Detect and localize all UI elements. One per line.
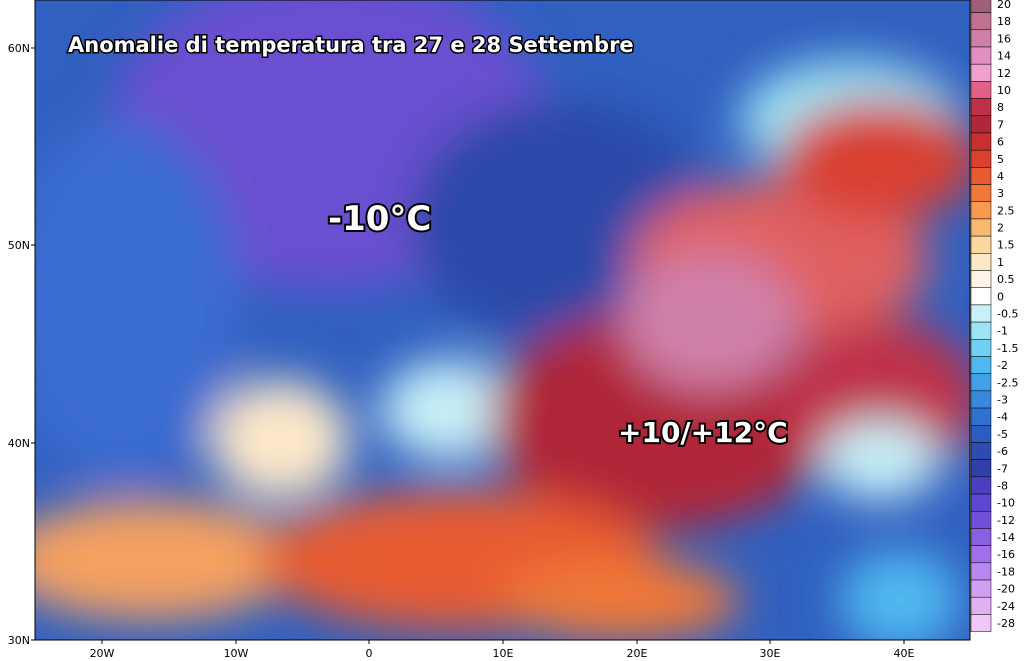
colorbar-label: 3 — [997, 187, 1004, 200]
colorbar-label: -18 — [997, 565, 1015, 578]
colorbar-label: 1 — [997, 256, 1004, 269]
colorbar-swatch — [970, 562, 992, 581]
colorbar-swatch — [970, 12, 992, 31]
lon-label: 0 — [366, 647, 373, 660]
colorbar-swatch — [970, 407, 992, 426]
colorbar-label: -12 — [997, 514, 1015, 527]
annotation: +10/+12°C — [618, 416, 788, 449]
colorbar-swatch — [970, 132, 992, 151]
colorbar-swatch — [970, 270, 992, 288]
lon-label: 20E — [627, 647, 648, 660]
lat-label: 40N — [8, 437, 30, 450]
colorbar-swatch — [970, 596, 992, 615]
colorbar-label: -3 — [997, 393, 1008, 406]
colorbar-label: -14 — [997, 531, 1015, 544]
colorbar-label: -16 — [997, 548, 1015, 561]
colorbar-label: -0.5 — [997, 308, 1018, 321]
colorbar-label: 0 — [997, 290, 1004, 303]
colorbar-swatch — [970, 459, 992, 478]
colorbar-label: -7 — [997, 462, 1008, 475]
colorbar-label: -24 — [997, 600, 1015, 613]
colorbar-swatch — [970, 614, 992, 632]
colorbar-swatch — [970, 98, 992, 117]
colorbar-swatch — [970, 29, 992, 48]
colorbar-label: -2 — [997, 359, 1008, 372]
lon-label: 20W — [90, 647, 115, 660]
colorbar-swatch — [970, 115, 992, 134]
colorbar-label: 8 — [997, 101, 1004, 114]
colorbar-swatch — [970, 253, 992, 271]
lon-label: 10W — [224, 647, 249, 660]
colorbar-label: -20 — [997, 583, 1015, 596]
colorbar-swatch — [970, 287, 992, 306]
colorbar-label: 10 — [997, 84, 1011, 97]
colorbar-swatch — [970, 442, 992, 460]
colorbar-swatch — [970, 390, 992, 409]
colorbar-label: 12 — [997, 67, 1011, 80]
colorbar-label: -10 — [997, 497, 1015, 510]
colorbar-label: 5 — [997, 153, 1004, 166]
colorbar-swatch — [970, 373, 992, 392]
colorbar-label: 20 — [997, 0, 1011, 11]
colorbar-swatch — [970, 46, 992, 65]
colorbar-label: 4 — [997, 170, 1004, 183]
lon-label: 10E — [493, 647, 514, 660]
colorbar-label: -1.5 — [997, 342, 1018, 355]
colorbar-swatch — [970, 304, 992, 323]
colorbar-label: 18 — [997, 15, 1011, 28]
colorbar-label: -2.5 — [997, 376, 1018, 389]
colorbar-swatch — [970, 356, 992, 374]
colorbar-label: -8 — [997, 479, 1008, 492]
annotation: -10°C — [328, 199, 431, 239]
colorbar-label: 6 — [997, 136, 1004, 149]
colorbar-swatch — [970, 476, 992, 495]
colorbar-swatch — [970, 149, 992, 168]
lat-label: 50N — [8, 239, 30, 252]
colorbar-swatch — [970, 425, 992, 443]
colorbar-label: 16 — [997, 32, 1011, 45]
colorbar-label: -5 — [997, 428, 1008, 441]
map-title: Anomalie di temperatura tra 27 e 28 Sett… — [68, 33, 634, 57]
lat-label: 60N — [8, 42, 30, 55]
colorbar-swatch — [970, 579, 992, 598]
lon-label: 40E — [894, 647, 915, 660]
lon-label: 30E — [760, 647, 781, 660]
colorbar-swatch — [970, 545, 992, 564]
colorbar-label: 2.5 — [997, 204, 1015, 217]
colorbar-swatch — [970, 339, 992, 357]
colorbar-label: -1 — [997, 325, 1008, 338]
colorbar-swatch — [970, 510, 992, 529]
colorbar-label: 7 — [997, 118, 1004, 131]
colorbar-swatch — [970, 184, 992, 202]
colorbar-label: -28 — [997, 617, 1015, 630]
colorbar-swatch — [970, 0, 992, 13]
colorbar-label: 14 — [997, 50, 1011, 63]
colorbar-swatch — [970, 81, 992, 99]
colorbar-label: -6 — [997, 445, 1008, 458]
map-area — [35, 0, 970, 640]
colorbar-swatch — [970, 63, 992, 82]
colorbar-swatch — [970, 235, 992, 254]
colorbar-swatch — [970, 218, 992, 237]
colorbar-label: 0.5 — [997, 273, 1015, 286]
colorbar-swatch — [970, 321, 992, 340]
colorbar-swatch — [970, 493, 992, 512]
colorbar-swatch — [970, 528, 992, 546]
colorbar-label: 2 — [997, 222, 1004, 235]
colorbar-label: 1.5 — [997, 239, 1015, 252]
colorbar-swatch — [970, 167, 992, 185]
colorbar-label: -4 — [997, 411, 1008, 424]
lat-label: 30N — [8, 634, 30, 647]
colorbar-swatch — [970, 201, 992, 220]
